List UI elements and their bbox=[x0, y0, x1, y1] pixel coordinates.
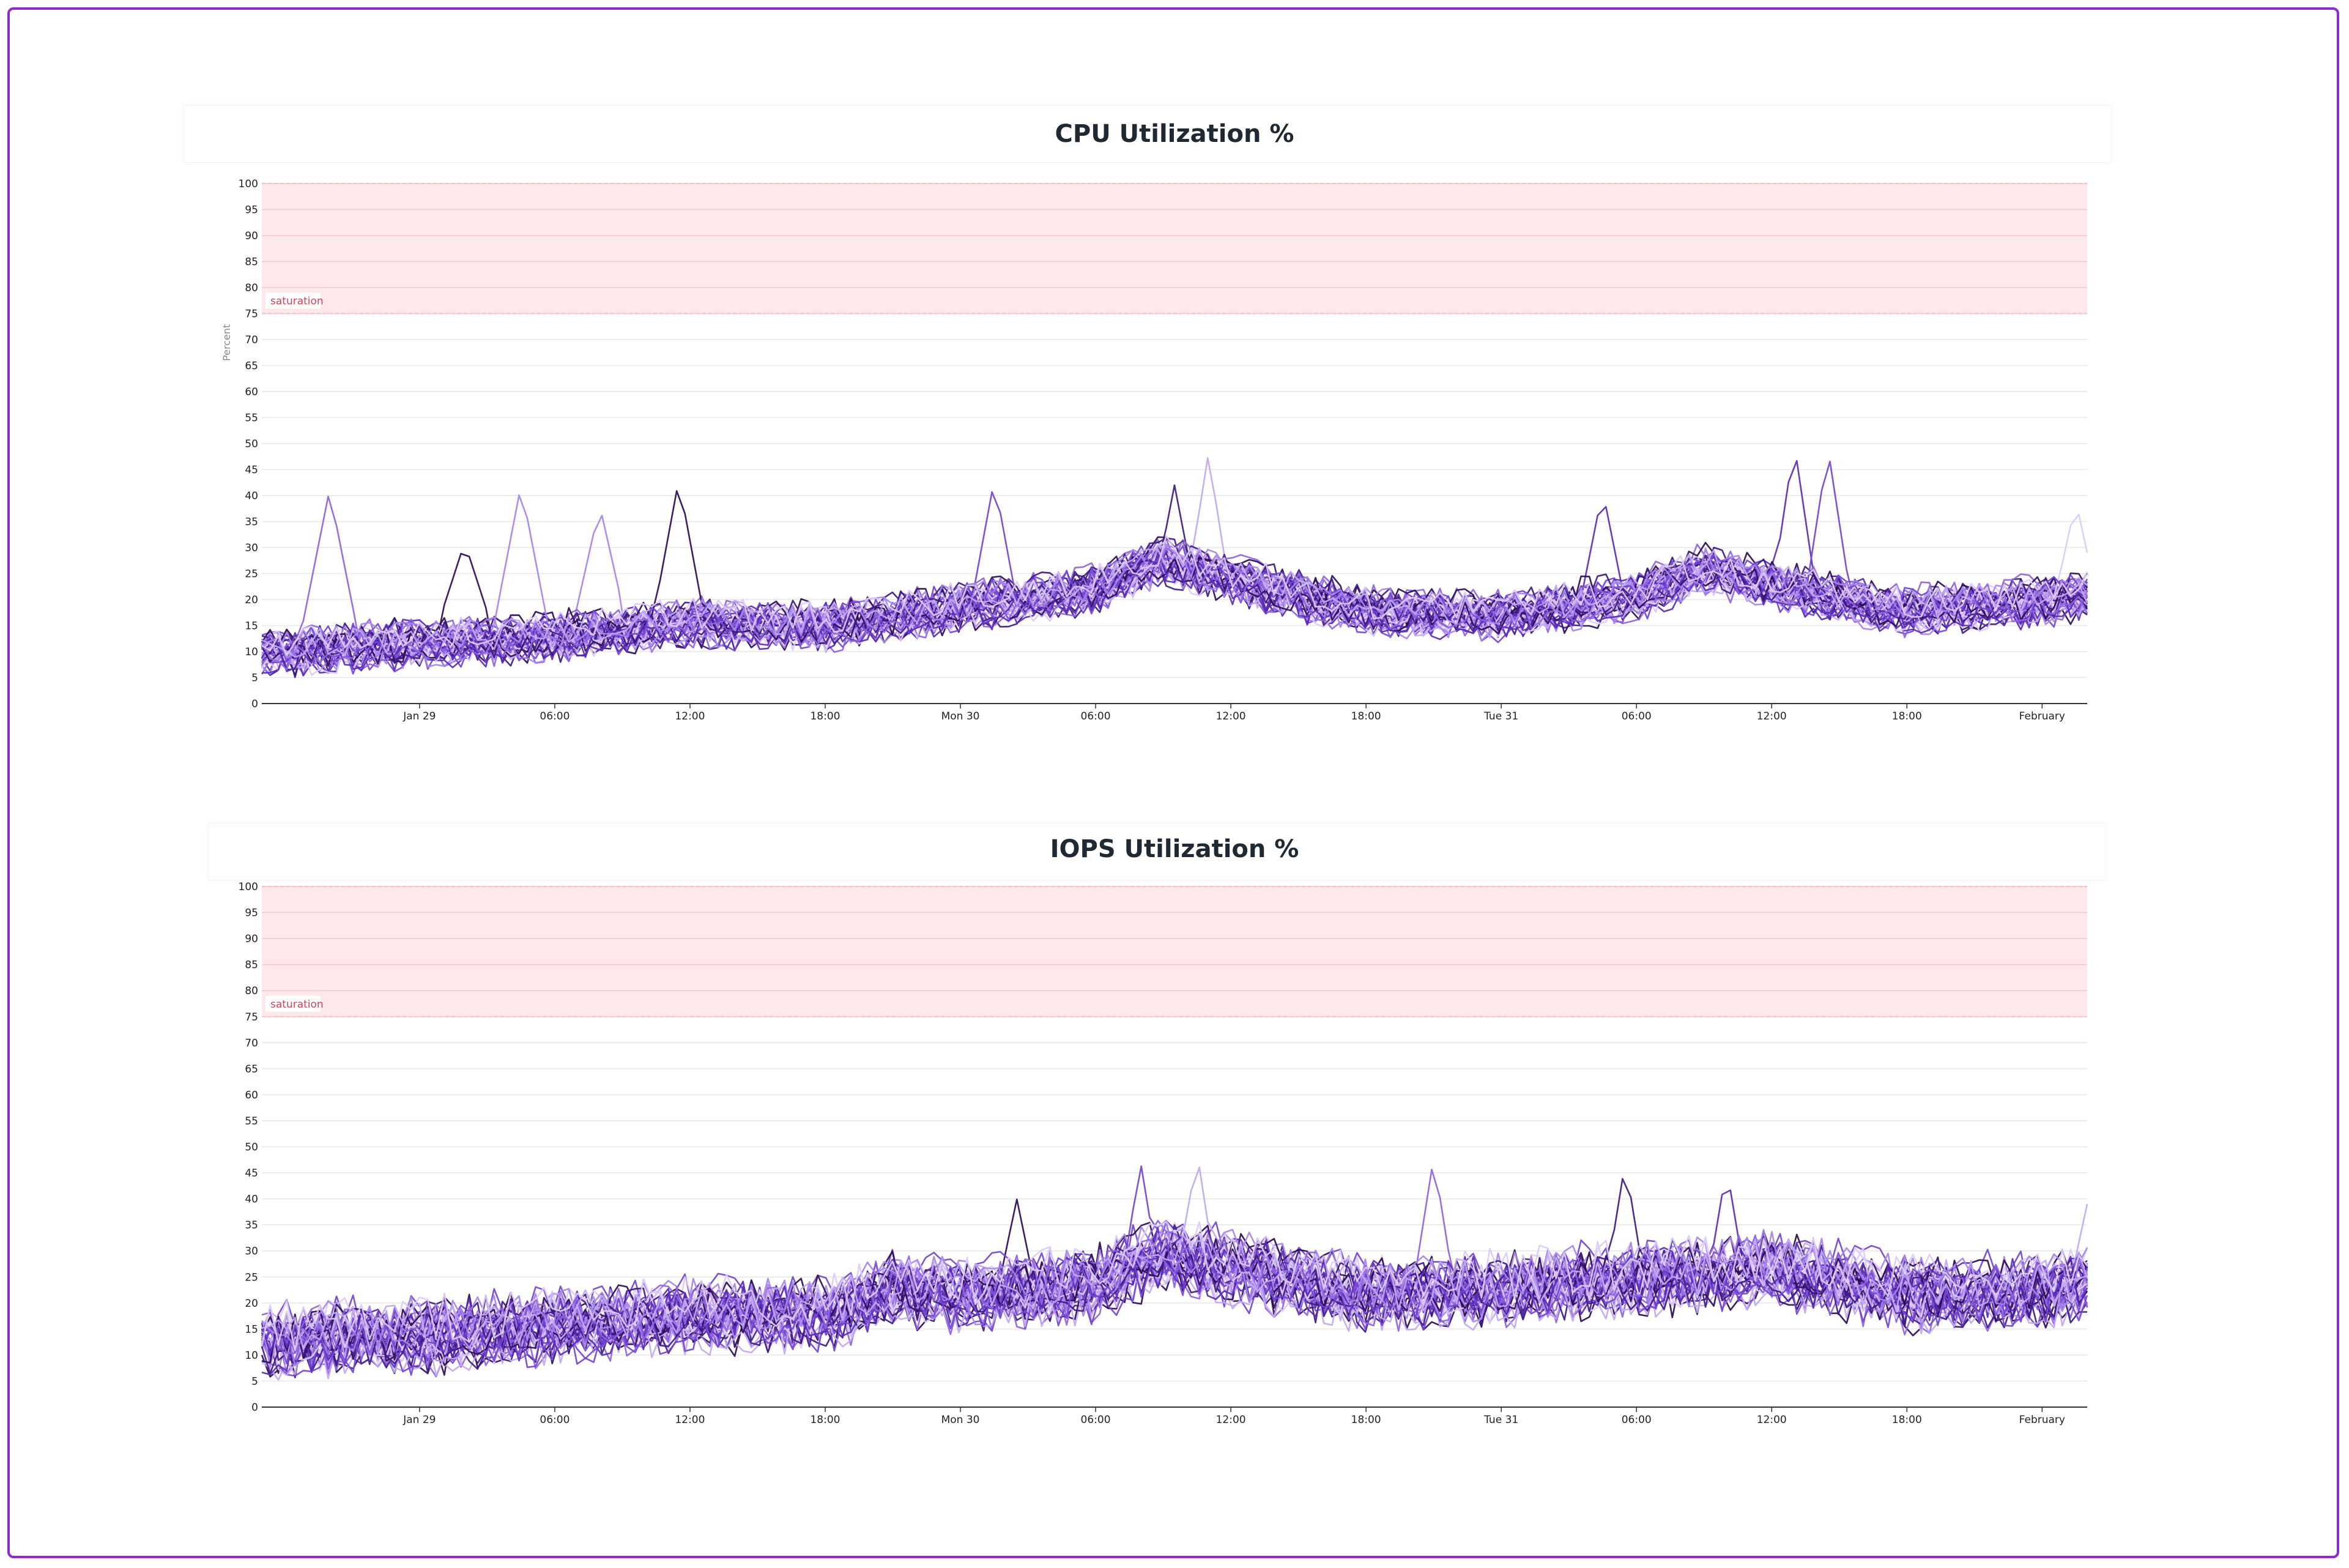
saturation-band bbox=[262, 184, 2087, 314]
y-tick-label: 75 bbox=[245, 1011, 258, 1024]
y-tick-label: 55 bbox=[245, 1115, 258, 1128]
x-tick-label: 12:00 bbox=[1757, 710, 1787, 723]
x-tick-label: 18:00 bbox=[1351, 710, 1381, 723]
y-tick-label: 5 bbox=[251, 1375, 258, 1388]
y-tick-label: 15 bbox=[245, 1323, 258, 1336]
y-tick-label: 5 bbox=[251, 672, 258, 685]
y-tick-label: 100 bbox=[239, 881, 258, 893]
y-tick-label: 30 bbox=[245, 542, 258, 554]
series-line bbox=[261, 1238, 2088, 1356]
x-tick-label: Jan 29 bbox=[403, 1414, 436, 1426]
y-tick-label: 85 bbox=[245, 256, 258, 269]
x-tick-label: 12:00 bbox=[1216, 1414, 1246, 1426]
series-line bbox=[261, 1235, 2088, 1361]
x-tick-label: Tue 31 bbox=[1483, 710, 1518, 723]
series-line bbox=[261, 547, 2088, 658]
y-tick-label: 40 bbox=[245, 1194, 258, 1206]
y-tick-label: 35 bbox=[245, 516, 258, 529]
series-line bbox=[261, 1235, 2088, 1359]
y-tick-label: 70 bbox=[245, 334, 258, 346]
iops-plot: saturation 0 5 10 15 20 25 30 35 40 45 50 55 60 65 70 75… bbox=[239, 881, 2088, 1426]
x-tick-label: 06:00 bbox=[1622, 710, 1652, 723]
x-tick-label: Jan 29 bbox=[403, 710, 436, 723]
x-tick-label: February bbox=[2019, 1414, 2065, 1426]
series-line bbox=[261, 1237, 2088, 1370]
x-tick-label: 18:00 bbox=[1351, 1414, 1381, 1426]
y-tick-label: 65 bbox=[245, 360, 258, 373]
y-tick-label: 60 bbox=[245, 1089, 258, 1101]
y-tick-label: 75 bbox=[245, 308, 258, 321]
y-tick-label: 45 bbox=[245, 1167, 258, 1180]
y-axis-label: Percent bbox=[221, 324, 232, 361]
saturation-band bbox=[262, 886, 2087, 1017]
chart-title-band-iops bbox=[208, 823, 2106, 880]
x-tick-label: 06:00 bbox=[1081, 1414, 1111, 1426]
x-tick-label: 06:00 bbox=[1081, 710, 1111, 723]
x-tick-label: 18:00 bbox=[1892, 710, 1922, 723]
y-tick-label: 10 bbox=[245, 1350, 258, 1362]
y-tick-label: 20 bbox=[245, 1298, 258, 1310]
y-tick-label: 50 bbox=[245, 1142, 258, 1154]
x-tick-label: 18:00 bbox=[1892, 1414, 1922, 1426]
y-tick-label: 65 bbox=[245, 1063, 258, 1076]
x-tick-label: Mon 30 bbox=[941, 1414, 980, 1426]
x-tick-label: 18:00 bbox=[810, 1414, 840, 1426]
series-line bbox=[261, 544, 2088, 659]
y-tick-label: 45 bbox=[245, 464, 258, 477]
y-tick-label: 25 bbox=[245, 568, 258, 581]
y-tick-label: 80 bbox=[245, 282, 258, 294]
series-line bbox=[261, 1221, 2088, 1352]
y-tick-label: 90 bbox=[245, 933, 258, 945]
saturation-label: saturation bbox=[270, 295, 324, 308]
cpu-plot: saturation 0 5 10 15 20 25 30 35 40 45 50 55 60 65 70 75… bbox=[221, 178, 2088, 723]
y-tick-label: 80 bbox=[245, 985, 258, 997]
x-tick-label: 12:00 bbox=[1757, 1414, 1787, 1426]
x-tick-label: 06:00 bbox=[540, 1414, 570, 1426]
y-tick-label: 50 bbox=[245, 438, 258, 450]
series-line bbox=[261, 562, 2088, 677]
y-tick-label: 30 bbox=[245, 1246, 258, 1258]
series-line bbox=[261, 552, 2088, 672]
y-tick-label: 95 bbox=[245, 204, 258, 217]
series-line bbox=[261, 1221, 2088, 1351]
x-tick-label: 06:00 bbox=[1622, 1414, 1652, 1426]
y-tick-label: 55 bbox=[245, 412, 258, 425]
x-tick-label: 06:00 bbox=[540, 710, 570, 723]
series-line bbox=[261, 1237, 2088, 1373]
y-tick-label: 25 bbox=[245, 1271, 258, 1284]
saturation-label-bg bbox=[265, 995, 321, 1012]
x-tick-label: Mon 30 bbox=[941, 710, 980, 723]
y-tick-label: 60 bbox=[245, 386, 258, 398]
x-tick-label: 12:00 bbox=[675, 710, 705, 723]
y-tick-label: 90 bbox=[245, 230, 258, 242]
y-tick-label: 15 bbox=[245, 620, 258, 633]
series-line bbox=[261, 535, 2088, 656]
y-tick-label: 40 bbox=[245, 490, 258, 502]
y-tick-label: 10 bbox=[245, 646, 258, 658]
x-tick-label: 12:00 bbox=[675, 1414, 705, 1426]
y-tick-label: 70 bbox=[245, 1037, 258, 1049]
chart-title-cpu: CPU Utilization % bbox=[1055, 120, 1294, 148]
chart-title-iops: IOPS Utilization % bbox=[1050, 835, 1299, 863]
y-tick-label: 20 bbox=[245, 594, 258, 606]
y-tick-label: 0 bbox=[251, 1402, 258, 1414]
y-tick-label: 85 bbox=[245, 959, 258, 972]
chart-title-band-cpu bbox=[184, 105, 2112, 163]
saturation-label: saturation bbox=[270, 998, 324, 1011]
x-tick-label: 18:00 bbox=[810, 710, 840, 723]
y-tick-label: 100 bbox=[239, 178, 258, 190]
x-tick-label: February bbox=[2019, 710, 2065, 723]
x-tick-label: 12:00 bbox=[1216, 710, 1246, 723]
saturation-label-bg bbox=[265, 292, 321, 309]
outer-frame bbox=[7, 7, 2339, 1558]
y-tick-label: 35 bbox=[245, 1219, 258, 1232]
y-tick-label: 0 bbox=[251, 698, 258, 710]
y-tick-label: 95 bbox=[245, 907, 258, 920]
x-tick-label: Tue 31 bbox=[1483, 1414, 1518, 1426]
